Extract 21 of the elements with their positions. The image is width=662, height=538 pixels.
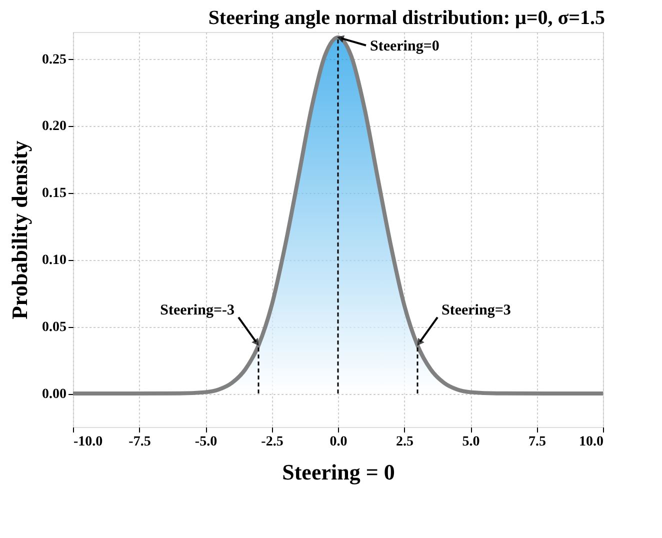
y-tick-label: 0.05 [42,320,66,336]
x-tick-label: -7.5 [128,434,151,450]
x-tick-label: 0.0 [330,434,348,450]
y-tick-label: 0.25 [42,52,66,68]
y-axis-title: Probability density [7,140,32,320]
x-axis-title: Steering = 0 [282,460,395,484]
y-tick-label: 0.10 [42,253,66,268]
y-tick-label: 0.15 [42,186,66,202]
annotation: Steering=3 [442,302,511,318]
annotation: Steering=-3 [160,302,234,318]
x-tick-label: 5.0 [462,434,480,450]
x-tick-label: 2.5 [396,434,414,450]
y-tick-label: 0.20 [42,119,66,134]
annotation: Steering=0 [370,38,440,54]
y-tick-label: 0.00 [42,387,66,402]
x-tick-label: -10.0 [74,434,103,450]
x-tick-label: 7.5 [528,434,546,450]
x-tick-label: 10.0 [579,434,604,450]
chart-title: Steering angle normal distribution: μ=0, σ=1.5 [208,7,605,29]
x-tick-label: -5.0 [194,434,218,450]
x-tick-label: -2.5 [261,434,284,450]
